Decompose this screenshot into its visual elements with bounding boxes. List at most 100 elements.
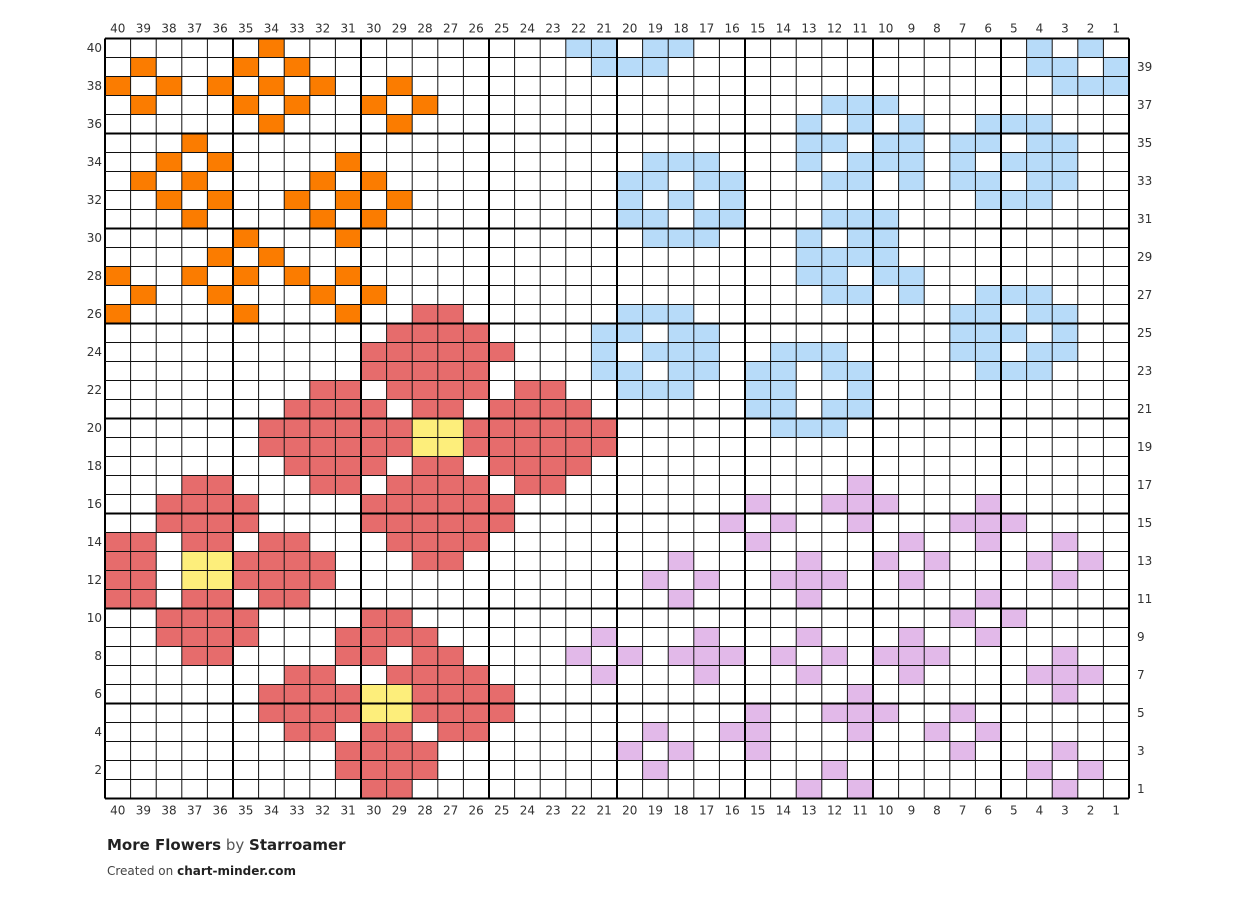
stitch-cell-r10-c35	[233, 608, 259, 628]
stitch-cell-r28-c31	[335, 266, 361, 286]
stitch-cell-r2-c2	[1077, 760, 1104, 780]
stitch-cell-r11-c18	[668, 589, 694, 609]
stitch-cell-r24-c26	[463, 342, 489, 362]
stitch-cell-r37-c33	[284, 95, 310, 115]
stitch-cell-r32-c16	[719, 190, 745, 210]
stitch-cell-r26-c27	[437, 304, 464, 324]
column-label-top: 26	[469, 22, 484, 36]
stitch-cell-r24-c17	[693, 342, 720, 362]
stitch-cell-r34-c13	[796, 152, 822, 172]
stitch-cell-r5-c27	[437, 703, 464, 723]
stitch-cell-r24-c12	[821, 342, 848, 362]
stitch-cell-r9-c13	[796, 627, 822, 647]
column-label-top: 25	[494, 22, 509, 36]
stitch-cell-r4-c11	[847, 722, 873, 742]
stitch-cell-r18-c28	[412, 456, 438, 476]
stitch-cell-r16-c6	[975, 494, 1001, 514]
stitch-cell-r2-c29	[386, 760, 413, 780]
stitch-cell-r3-c29	[386, 741, 413, 761]
stitch-cell-r17-c24	[514, 475, 541, 495]
stitch-cell-r37-c10	[873, 95, 899, 115]
stitch-cell-r33-c17	[693, 171, 720, 191]
stitch-cell-r3-c30	[361, 741, 387, 761]
stitch-cell-r21-c30	[361, 399, 387, 419]
stitch-cell-r35-c4	[1026, 133, 1053, 153]
stitch-cell-r40-c19	[642, 38, 669, 58]
stitch-cell-r37-c30	[361, 95, 387, 115]
column-label-top: 20	[622, 22, 637, 36]
stitch-cell-r36-c5	[1001, 114, 1027, 134]
stitch-cell-r33-c6	[975, 171, 1001, 191]
credit-line: Created on chart-minder.com	[107, 864, 296, 878]
stitch-cell-r5-c33	[284, 703, 310, 723]
stitch-cell-r31-c17	[693, 209, 720, 229]
stitch-cell-r19-c34	[258, 437, 285, 457]
stitch-cell-r25-c17	[693, 323, 720, 343]
stitch-cell-r8-c37	[181, 646, 208, 666]
pattern-author[interactable]: Starroamer	[249, 836, 346, 854]
stitch-cell-r21-c32	[309, 399, 336, 419]
stitch-cell-r24-c29	[386, 342, 413, 362]
stitch-cell-r32-c20	[617, 190, 643, 210]
stitch-cell-r26-c19	[642, 304, 669, 324]
stitch-cell-r23-c28	[412, 361, 438, 381]
row-label-right: 25	[1137, 326, 1152, 340]
stitch-cell-r34-c18	[668, 152, 694, 172]
stitch-cell-r14-c27	[437, 532, 464, 552]
stitch-cell-r3-c20	[617, 741, 643, 761]
column-label-top: 6	[984, 22, 992, 36]
row-label-left: 22	[87, 383, 102, 397]
stitch-cell-r34-c31	[335, 152, 361, 172]
stitch-cell-r20-c28	[412, 418, 438, 438]
stitch-cell-r19-c30	[361, 437, 387, 457]
stitch-cell-r40-c2	[1077, 38, 1104, 58]
stitch-cell-r22-c29	[386, 380, 413, 400]
stitch-cell-r24-c28	[412, 342, 438, 362]
stitch-cell-r38-c34	[258, 76, 285, 96]
row-label-right: 19	[1137, 440, 1152, 454]
column-label-bottom: 7	[959, 804, 967, 818]
stitch-cell-r5-c28	[412, 703, 438, 723]
column-label-bottom: 20	[622, 804, 637, 818]
column-label-top: 16	[725, 22, 740, 36]
stitch-cell-r35-c37	[181, 133, 208, 153]
column-label-bottom: 37	[187, 804, 202, 818]
stitch-cell-r6-c28	[412, 684, 438, 704]
stitch-cell-r32-c4	[1026, 190, 1053, 210]
stitch-cell-r9-c6	[975, 627, 1001, 647]
stitch-cell-r31-c11	[847, 209, 873, 229]
row-label-right: 9	[1137, 630, 1145, 644]
stitch-cell-r12-c9	[898, 570, 925, 590]
stitch-cell-r4-c26	[463, 722, 489, 742]
stitch-cell-r4-c27	[437, 722, 464, 742]
stitch-cell-r20-c31	[335, 418, 361, 438]
stitch-cell-r13-c8	[924, 551, 950, 571]
stitch-cell-r20-c34	[258, 418, 285, 438]
stitch-cell-r28-c10	[873, 266, 899, 286]
stitch-cell-r26-c18	[668, 304, 694, 324]
stitch-cell-r2-c28	[412, 760, 438, 780]
site-link[interactable]: chart-minder.com	[177, 864, 296, 878]
stitch-cell-r11-c13	[796, 589, 822, 609]
stitch-cell-r15-c28	[412, 513, 438, 533]
stitch-cell-r3-c28	[412, 741, 438, 761]
column-label-bottom: 33	[289, 804, 304, 818]
stitch-cell-r12-c17	[693, 570, 720, 590]
stitch-cell-r9-c17	[693, 627, 720, 647]
stitch-cell-r25-c3	[1052, 323, 1078, 343]
stitch-cell-r23-c21	[591, 361, 617, 381]
stitch-cell-r20-c24	[514, 418, 541, 438]
stitch-cell-r6-c32	[309, 684, 336, 704]
stitch-cell-r22-c15	[745, 380, 771, 400]
stitch-cell-r33-c30	[361, 171, 387, 191]
row-label-left: 32	[87, 193, 102, 207]
stitch-cell-r11-c39	[130, 589, 157, 609]
stitch-cell-r29-c12	[821, 247, 848, 267]
stitch-cell-r38-c32	[309, 76, 336, 96]
stitch-cell-r23-c29	[386, 361, 413, 381]
stitch-cell-r1-c3	[1052, 779, 1078, 799]
stitch-cell-r8-c20	[617, 646, 643, 666]
stitch-cell-r4-c8	[924, 722, 950, 742]
stitch-cell-r14-c39	[130, 532, 157, 552]
stitch-cell-r15-c26	[463, 513, 489, 533]
